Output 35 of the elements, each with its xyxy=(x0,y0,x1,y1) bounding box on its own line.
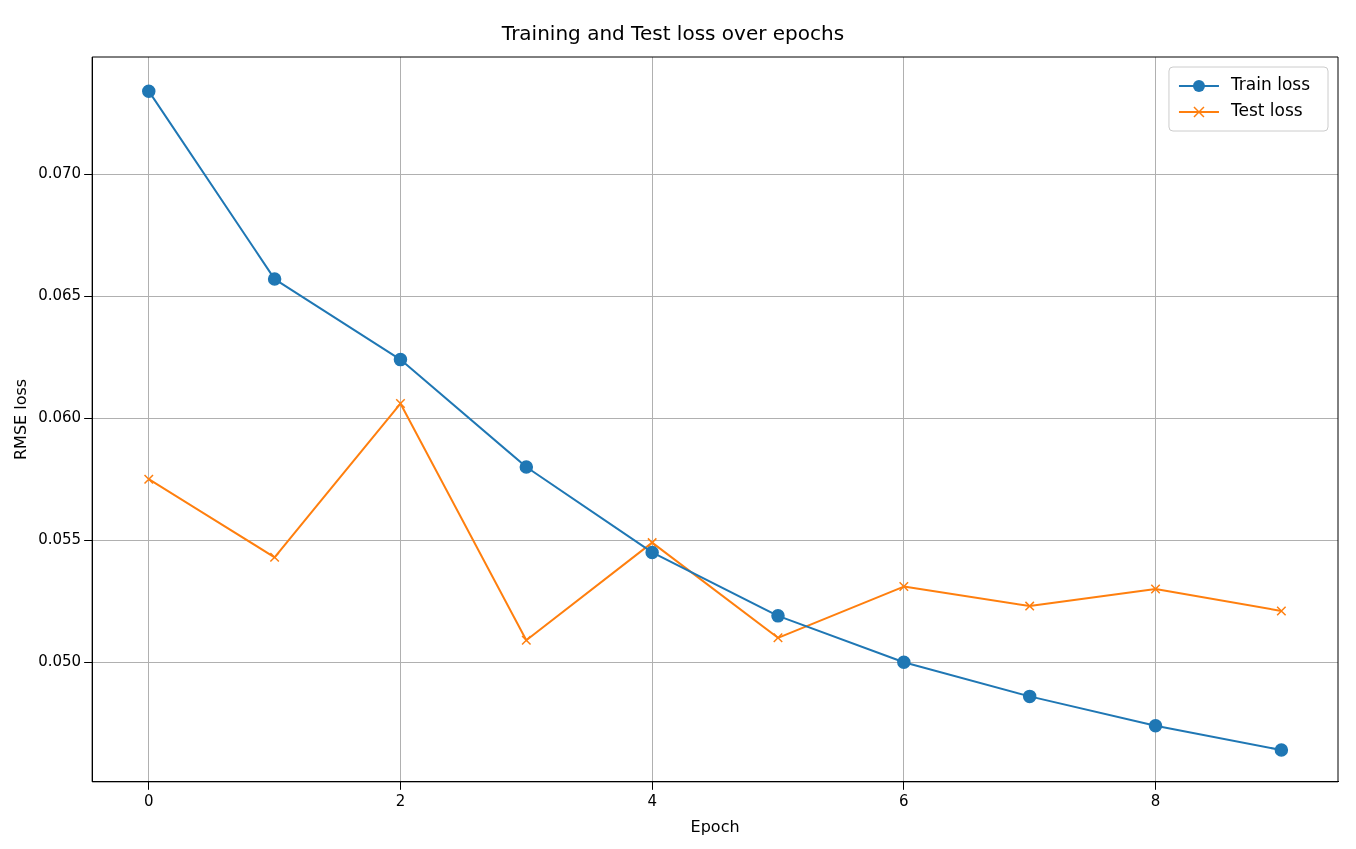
y-tick-label: 0.070 xyxy=(38,164,82,183)
point xyxy=(269,552,280,563)
y-tick-label: 0.050 xyxy=(38,652,82,671)
point xyxy=(1150,584,1161,594)
x-tick-label: 2 xyxy=(395,791,406,810)
y-axis-title: RMSE loss xyxy=(10,378,30,460)
point xyxy=(393,352,408,367)
point xyxy=(142,84,156,98)
y-tick-label: 0.065 xyxy=(38,286,82,305)
point xyxy=(1276,605,1287,616)
x-tick-label: 0 xyxy=(144,791,154,810)
point xyxy=(771,609,785,623)
point xyxy=(1022,689,1037,704)
point xyxy=(1024,601,1035,612)
chart-title: Training and Test loss over epochs xyxy=(500,21,845,46)
y-tick-label: 0.055 xyxy=(38,530,82,549)
x-tick-label: 6 xyxy=(899,791,909,810)
point xyxy=(897,655,911,669)
y-tick-label: 0.060 xyxy=(38,408,82,427)
point xyxy=(1274,743,1289,757)
x-tick-label: 4 xyxy=(647,791,657,810)
legend-label: Train loss xyxy=(1229,74,1311,95)
x-tick-label: 8 xyxy=(1150,791,1161,810)
x-axis-title: Epoch xyxy=(690,816,740,836)
point xyxy=(143,474,154,485)
point xyxy=(773,632,783,643)
point xyxy=(267,272,282,286)
point xyxy=(519,460,534,474)
point xyxy=(1148,718,1163,733)
point xyxy=(898,581,909,592)
point xyxy=(395,398,406,409)
point xyxy=(645,545,659,560)
point xyxy=(521,635,532,646)
legend-label: Test loss xyxy=(1229,100,1303,121)
point xyxy=(647,537,658,548)
